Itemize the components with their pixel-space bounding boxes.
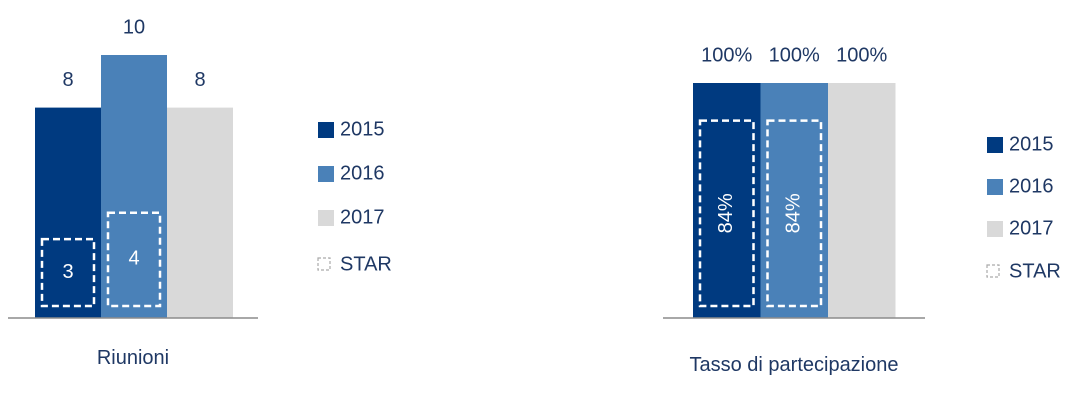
legend-swatch (317, 257, 331, 271)
category-label: Tasso di partecipazione (689, 354, 899, 376)
legend-swatch (318, 166, 334, 182)
legend-label: 2016 (1009, 175, 1054, 197)
star-label: 84% (783, 193, 805, 233)
legend-label: 2017 (340, 206, 385, 228)
star-label: 84% (715, 193, 737, 233)
bar (828, 83, 896, 318)
legend-label: STAR (1009, 260, 1061, 282)
star-label: 3 (62, 261, 73, 283)
bar (760, 83, 828, 318)
value-label: 8 (194, 69, 205, 91)
legend-label: 2015 (1009, 133, 1054, 155)
bar (35, 107, 101, 318)
value-label: 8 (62, 69, 73, 91)
legend-swatch (987, 221, 1003, 237)
legend-swatch (986, 264, 1000, 278)
star-box (766, 119, 823, 308)
category-label: Riunioni (96, 347, 170, 369)
legend-label: 2015 (340, 118, 385, 140)
legend-swatch (318, 210, 334, 226)
legend-label: STAR (340, 253, 392, 275)
legend-label: 2017 (1009, 217, 1054, 239)
star-box (106, 211, 162, 308)
star-label: 4 (128, 248, 139, 270)
legend-swatch (318, 122, 334, 138)
value-label: 10 (123, 16, 145, 38)
legend-swatch (987, 137, 1003, 153)
value-label: 100% (701, 44, 752, 66)
bar (101, 55, 167, 318)
value-label: 100% (836, 44, 887, 66)
star-box (40, 237, 96, 308)
bar (167, 107, 233, 318)
value-label: 100% (769, 44, 820, 66)
bar (693, 83, 761, 318)
legend-swatch (987, 179, 1003, 195)
star-box (698, 119, 755, 308)
legend-label: 2016 (340, 162, 385, 184)
